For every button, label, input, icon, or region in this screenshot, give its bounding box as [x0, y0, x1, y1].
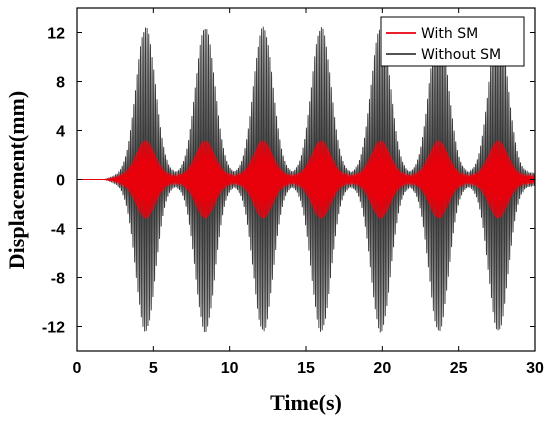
x-tick-label: 15	[297, 360, 315, 377]
x-tick-label: 10	[221, 360, 239, 377]
legend-box	[380, 16, 525, 67]
series-line-with-sm	[77, 140, 536, 220]
x-axis-title: Time(s)	[270, 390, 342, 415]
x-tick-label: 20	[373, 360, 391, 377]
y-tick-label: 4	[56, 124, 65, 141]
legend: With SM Without SM	[380, 16, 525, 67]
y-tick-label: 8	[56, 75, 65, 92]
y-tick-label: -8	[51, 271, 65, 288]
legend-label-without-sm: Without SM	[421, 47, 501, 63]
x-tick-label: 30	[526, 360, 544, 377]
y-tick-label: -4	[51, 222, 65, 239]
y-tick-label: 0	[56, 173, 65, 190]
y-tick-label: 12	[47, 26, 65, 43]
y-axis-title: Displacement(mm)	[4, 91, 29, 269]
y-tick-label: -12	[42, 320, 65, 337]
axes-layer: 0 5 10 15 20 25 30 -12 -8 -4 0 4 8 12	[42, 8, 544, 377]
x-tick-label: 5	[149, 360, 158, 377]
series-layer	[77, 26, 536, 333]
x-tick-label: 0	[73, 360, 82, 377]
legend-label-with-sm: With SM	[421, 26, 478, 42]
x-tick-label: 25	[450, 360, 468, 377]
